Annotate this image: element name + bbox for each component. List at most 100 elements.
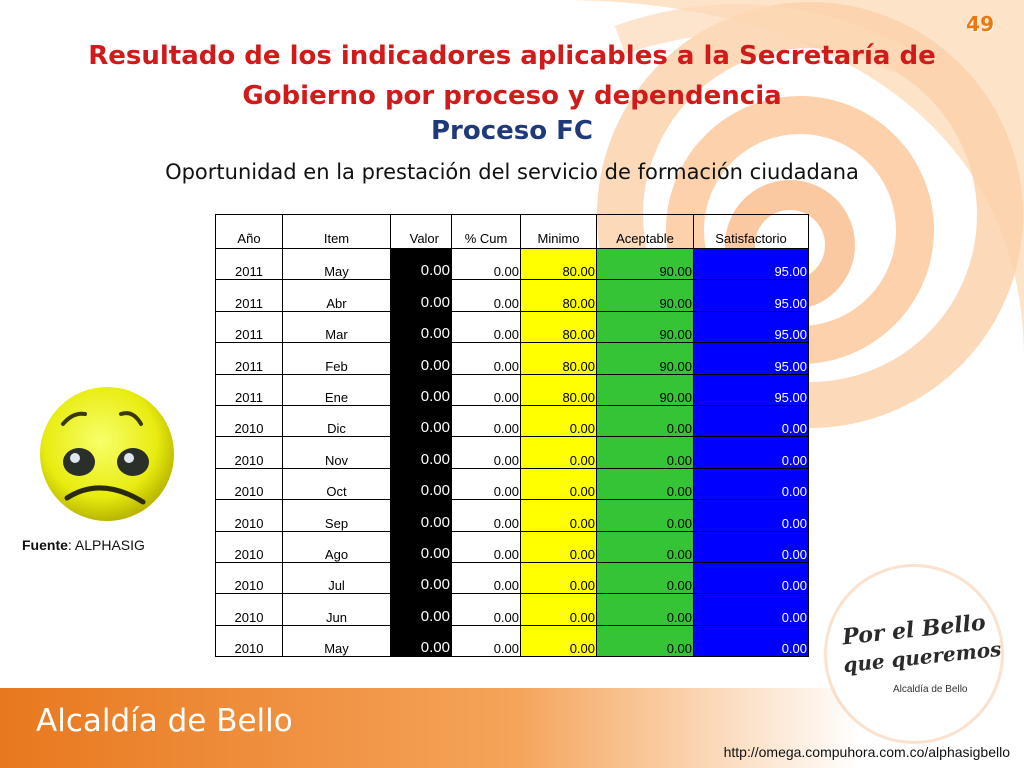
table-row: 2010 Jul 0.00 0.00 0.00 0.00 0.00: [215, 562, 809, 595]
header-year: Año: [215, 214, 283, 249]
cell-aceptable: 90.00: [596, 342, 694, 375]
cell-item: May: [282, 248, 391, 281]
table-row: 2010 May 0.00 0.00 0.00 0.00 0.00: [215, 625, 809, 658]
cell-year: 2010: [215, 499, 283, 532]
footer-brand: Alcaldía de Bello: [36, 703, 293, 739]
cell-year: 2010: [215, 593, 283, 626]
source-value: : ALPHASIG: [67, 537, 145, 553]
title-line-2: Gobierno por proceso y dependencia: [242, 81, 782, 111]
cell-minimo: 80.00: [520, 248, 597, 281]
cell-cum: 0.00: [451, 468, 521, 501]
cell-item: Ago: [282, 531, 391, 563]
cell-cum: 0.00: [451, 248, 521, 281]
cell-satisfactorio: 95.00: [693, 248, 809, 281]
cell-year: 2010: [215, 531, 283, 563]
cell-valor: 0.00: [390, 311, 452, 344]
process-subtitle: Proceso FC: [430, 116, 594, 146]
title-line-1: Resultado de los indicadores aplicables …: [88, 41, 936, 71]
cell-year: 2010: [215, 436, 283, 469]
cell-aceptable: 0.00: [596, 625, 694, 658]
footer-band: [0, 688, 860, 768]
source-label: Fuente: ALPHASIG: [22, 537, 145, 553]
cell-satisfactorio: 0.00: [693, 625, 809, 658]
cell-year: 2011: [215, 279, 283, 312]
cell-item: Abr: [282, 279, 391, 312]
cell-cum: 0.00: [451, 311, 521, 344]
cell-cum: 0.00: [451, 499, 521, 532]
cell-aceptable: 0.00: [596, 593, 694, 626]
cell-cum: 0.00: [451, 405, 521, 438]
cell-valor: 0.00: [390, 499, 452, 532]
cell-item: Jun: [282, 593, 391, 626]
cell-minimo: 80.00: [520, 311, 597, 344]
cell-year: 2010: [215, 405, 283, 438]
page-title: Resultado de los indicadores aplicables …: [80, 36, 944, 116]
cell-valor: 0.00: [390, 279, 452, 312]
cell-valor: 0.00: [390, 531, 452, 563]
cell-cum: 0.00: [451, 531, 521, 563]
cell-item: Dic: [282, 405, 391, 438]
cell-item: Jul: [282, 562, 391, 595]
cell-satisfactorio: 0.00: [693, 562, 809, 595]
cell-valor: 0.00: [390, 248, 452, 281]
cell-valor: 0.00: [390, 374, 452, 406]
cell-valor: 0.00: [390, 405, 452, 438]
cell-aceptable: 90.00: [596, 374, 694, 406]
page-number: 49: [966, 12, 994, 36]
header-satisfactorio: Satisfactorio: [693, 214, 809, 249]
header-minimo: Minimo: [520, 214, 597, 249]
cell-cum: 0.00: [451, 593, 521, 626]
cell-satisfactorio: 0.00: [693, 405, 809, 438]
cell-item: Ene: [282, 374, 391, 406]
cell-minimo: 80.00: [520, 279, 597, 312]
cell-valor: 0.00: [390, 436, 452, 469]
indicator-name: Oportunidad en la prestación del servici…: [165, 160, 859, 184]
table-row: 2011 May 0.00 0.00 80.00 90.00 95.00: [215, 248, 809, 281]
cell-item: Sep: [282, 499, 391, 532]
cell-cum: 0.00: [451, 342, 521, 375]
cell-aceptable: 0.00: [596, 405, 694, 438]
table-row: 2011 Mar 0.00 0.00 80.00 90.00 95.00: [215, 311, 809, 344]
cell-aceptable: 90.00: [596, 279, 694, 312]
table-row: 2011 Abr 0.00 0.00 80.00 90.00 95.00: [215, 279, 809, 312]
cell-minimo: 0.00: [520, 468, 597, 501]
cell-year: 2010: [215, 468, 283, 501]
header-aceptable: Aceptable: [596, 214, 694, 249]
table-row: 2010 Nov 0.00 0.00 0.00 0.00 0.00: [215, 436, 809, 469]
cell-year: 2010: [215, 562, 283, 595]
table-row: 2010 Oct 0.00 0.00 0.00 0.00 0.00: [215, 468, 809, 501]
cell-item: May: [282, 625, 391, 658]
footer-url[interactable]: http://omega.compuhora.com.co/alphasigbe…: [723, 744, 1010, 760]
cell-cum: 0.00: [451, 562, 521, 595]
cell-minimo: 0.00: [520, 593, 597, 626]
cell-satisfactorio: 95.00: [693, 342, 809, 375]
cell-aceptable: 0.00: [596, 436, 694, 469]
indicator-table: Año Item Valor % Cum Minimo Aceptable Sa…: [215, 214, 809, 658]
cell-satisfactorio: 0.00: [693, 468, 809, 501]
cell-valor: 0.00: [390, 625, 452, 658]
cell-minimo: 0.00: [520, 436, 597, 469]
cell-year: 2010: [215, 625, 283, 658]
cell-cum: 0.00: [451, 625, 521, 658]
cell-minimo: 0.00: [520, 625, 597, 658]
table-header-row: Año Item Valor % Cum Minimo Aceptable Sa…: [215, 214, 809, 249]
header-cum: % Cum: [451, 214, 521, 249]
cell-minimo: 0.00: [520, 531, 597, 563]
cell-aceptable: 0.00: [596, 499, 694, 532]
cell-valor: 0.00: [390, 342, 452, 375]
cell-cum: 0.00: [451, 374, 521, 406]
cell-year: 2011: [215, 311, 283, 344]
cell-item: Mar: [282, 311, 391, 344]
cell-satisfactorio: 0.00: [693, 531, 809, 563]
cell-minimo: 0.00: [520, 562, 597, 595]
cell-satisfactorio: 0.00: [693, 593, 809, 626]
cell-satisfactorio: 0.00: [693, 499, 809, 532]
cell-year: 2011: [215, 374, 283, 406]
cell-satisfactorio: 0.00: [693, 436, 809, 469]
cell-satisfactorio: 95.00: [693, 374, 809, 406]
table-row: 2010 Jun 0.00 0.00 0.00 0.00 0.00: [215, 593, 809, 626]
table-row: 2010 Sep 0.00 0.00 0.00 0.00 0.00: [215, 499, 809, 532]
header-valor: Valor: [390, 214, 452, 249]
header-item: Item: [282, 214, 391, 249]
cell-valor: 0.00: [390, 562, 452, 595]
